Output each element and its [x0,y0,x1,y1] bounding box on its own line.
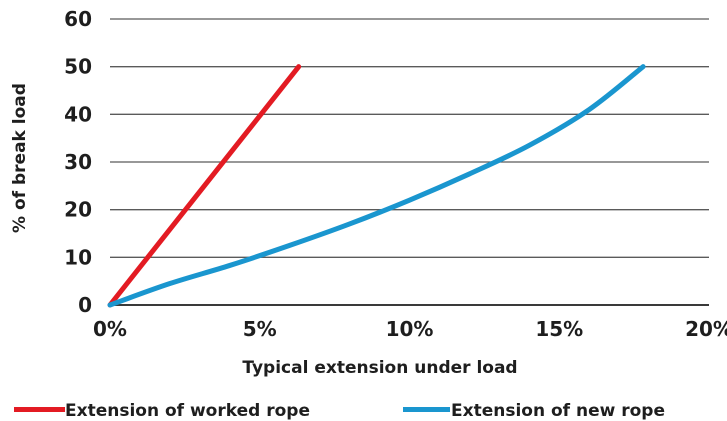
x-tick-label: 5% [243,317,277,341]
x-axis-title: Typical extension under load [242,358,517,378]
chart-grid [110,18,709,306]
legend-label-new-rope: Extension of new rope [451,401,665,421]
y-tick-label: 10 [64,245,92,269]
legend-swatch-new-rope [403,407,450,412]
chart-series-lines [107,64,646,308]
y-axis-title: % of break load [10,83,30,233]
y-axis-tick-labels: 0 10 20 30 40 50 60 [64,7,92,317]
legend-item-new-rope: Extension of new rope [403,401,665,421]
y-tick-label: 0 [78,293,92,317]
legend-item-worked-rope: Extension of worked rope [14,401,310,421]
x-tick-label: 10% [386,317,434,341]
y-tick-label: 40 [64,102,92,126]
series-line-new-rope [107,64,646,308]
y-tick-label: 30 [64,150,92,174]
x-axis-tick-labels: 0% 5% 10% 15% 20% [93,317,727,341]
y-tick-label: 50 [64,55,92,79]
y-tick-label: 20 [64,198,92,222]
legend-label-worked-rope: Extension of worked rope [65,401,310,421]
legend: Extension of worked rope Extension of ne… [14,401,665,421]
x-tick-label: 15% [535,317,583,341]
x-tick-label: 0% [93,317,127,341]
legend-swatch-worked-rope [14,407,65,412]
x-tick-label: 20% [685,317,727,341]
y-tick-label: 60 [64,7,92,31]
series-line-worked-rope [107,64,302,308]
